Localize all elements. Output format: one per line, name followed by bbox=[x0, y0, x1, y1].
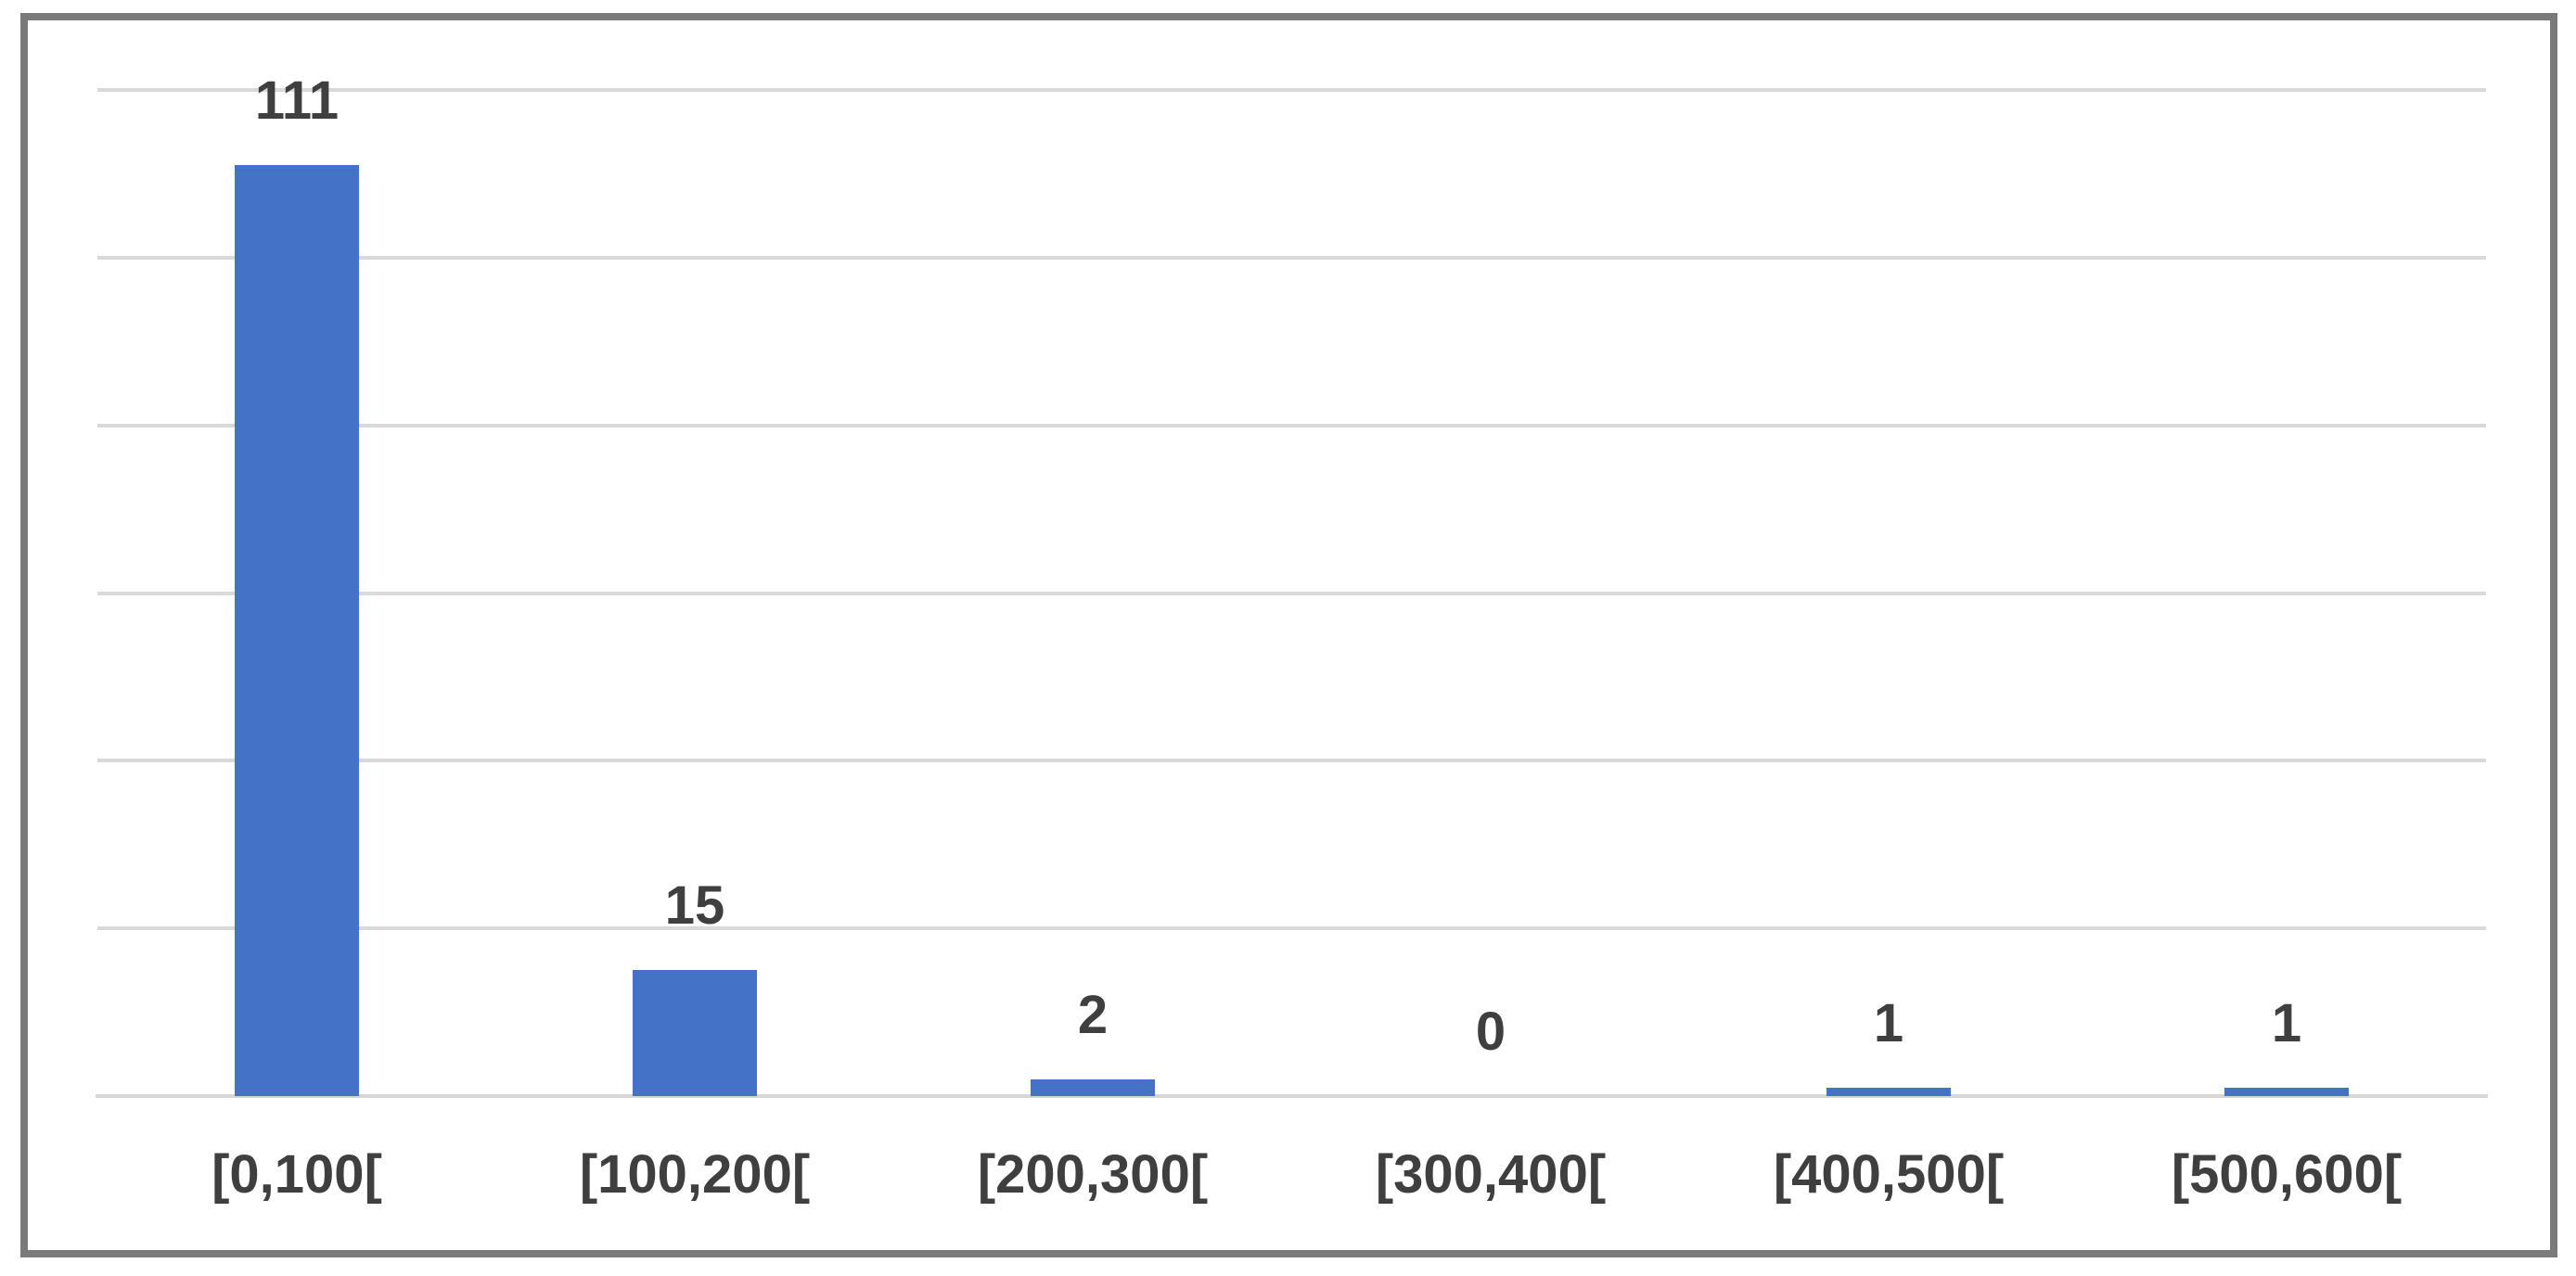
x-axis-tick-label-4: [400,500[ bbox=[1773, 1144, 2005, 1205]
gridline-y-80 bbox=[97, 423, 2486, 427]
bar-value-label-5: 1 bbox=[2271, 993, 2302, 1053]
bar-4 bbox=[1826, 1088, 1951, 1096]
x-axis-tick-label-1: [100,200[ bbox=[579, 1144, 811, 1205]
bar-1 bbox=[633, 970, 757, 1096]
x-axis-tick-label-0: [0,100[ bbox=[211, 1144, 382, 1205]
x-axis-line bbox=[96, 1094, 2488, 1098]
gridline-y-60 bbox=[97, 591, 2486, 595]
bar-value-label-1: 15 bbox=[664, 875, 725, 936]
gridline-y-120 bbox=[97, 88, 2486, 92]
bar-value-label-3: 0 bbox=[1475, 1002, 1506, 1062]
gridline-y-40 bbox=[97, 759, 2486, 763]
bar-0 bbox=[235, 165, 359, 1096]
bar-value-label-4: 1 bbox=[1873, 993, 1904, 1053]
x-axis-tick-label-3: [300,400[ bbox=[1375, 1144, 1607, 1205]
gridline-y-20 bbox=[97, 926, 2486, 931]
chart-frame bbox=[20, 13, 2557, 1257]
bar-5 bbox=[2224, 1088, 2349, 1096]
x-axis-tick-label-5: [500,600[ bbox=[2171, 1144, 2403, 1205]
gridline-y-100 bbox=[97, 255, 2486, 260]
x-axis-tick-label-2: [200,300[ bbox=[977, 1144, 1209, 1205]
bar-2 bbox=[1031, 1079, 1155, 1096]
bar-value-label-0: 111 bbox=[254, 70, 340, 131]
bar-value-label-2: 2 bbox=[1077, 985, 1109, 1045]
